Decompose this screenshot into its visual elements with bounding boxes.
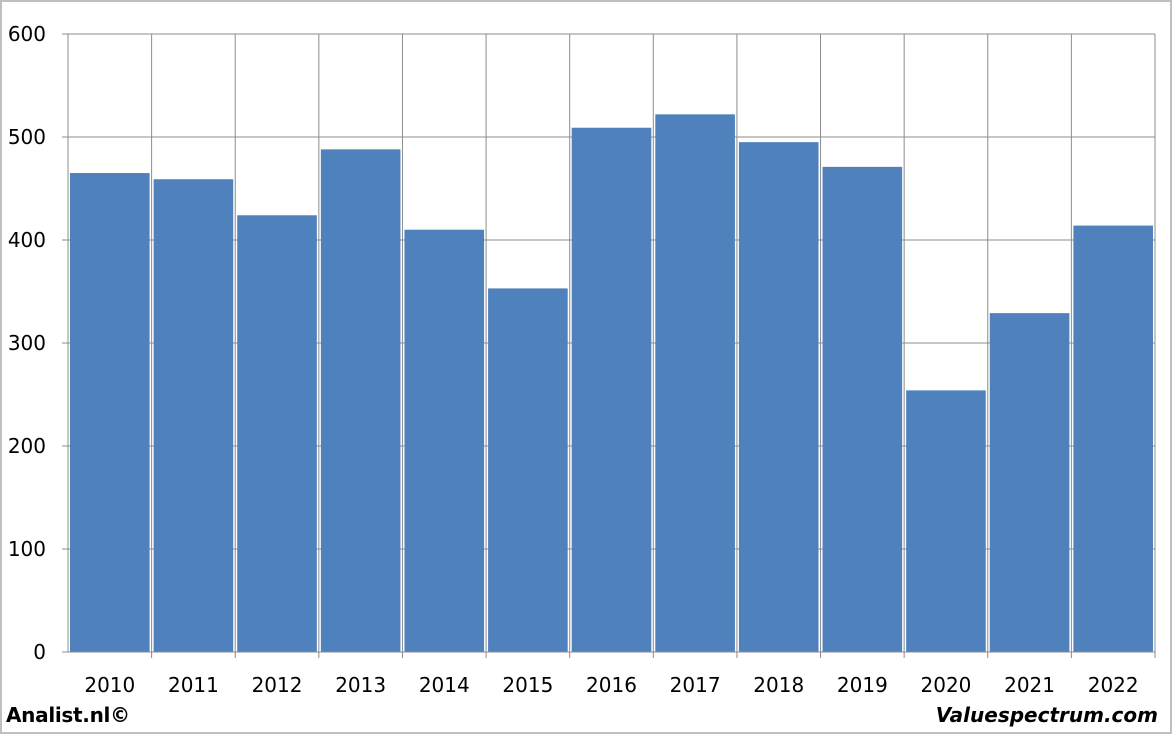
bars (70, 114, 1153, 653)
bar-2017 (655, 114, 735, 653)
x-tick-label: 2011 (168, 673, 219, 697)
y-tick-label: 0 (33, 640, 46, 664)
x-tick-label: 2015 (502, 673, 553, 697)
y-tick-label: 300 (8, 331, 46, 355)
x-tick-label: 2020 (921, 673, 972, 697)
bar-2018 (738, 142, 819, 652)
x-tick-label: 2013 (335, 673, 386, 697)
bar-2016 (571, 127, 652, 653)
axes (62, 33, 1155, 653)
y-tick-label: 200 (8, 434, 46, 458)
bar-2020 (906, 390, 986, 652)
x-tick-label: 2012 (252, 673, 303, 697)
x-tick-label: 2017 (670, 673, 721, 697)
x-tick-label: 2016 (586, 673, 637, 697)
y-tick-label: 100 (8, 537, 46, 561)
x-tick-label: 2018 (753, 673, 804, 697)
y-tick-label: 600 (8, 22, 46, 46)
y-tick-labels: 0 100 200 300 400 500 600 (8, 22, 46, 664)
bar-2014 (404, 229, 485, 652)
x-tick-label: 2022 (1088, 673, 1139, 697)
bar-2019 (822, 166, 903, 652)
bar-2012 (237, 215, 317, 652)
bar-2021 (989, 313, 1070, 652)
footer-source-right: Valuespectrum.com (935, 703, 1158, 727)
bar-2022 (1073, 225, 1153, 652)
x-tick-label: 2021 (1004, 673, 1055, 697)
bar-2015 (488, 288, 568, 652)
bar-2010 (70, 173, 150, 653)
x-tick-label: 2019 (837, 673, 888, 697)
bar-2013 (320, 149, 401, 653)
footer-source-left: Analist.nl© (6, 703, 130, 727)
x-tick-label: 2014 (419, 673, 470, 697)
y-tick-label: 500 (8, 125, 46, 149)
bar-2011 (153, 179, 234, 653)
y-tick-label: 400 (8, 228, 46, 252)
x-tick-label: 2010 (84, 673, 135, 697)
x-tick-labels: 2010 2011 2012 2013 2014 2015 2016 2017 2018 2019… (84, 673, 1138, 697)
